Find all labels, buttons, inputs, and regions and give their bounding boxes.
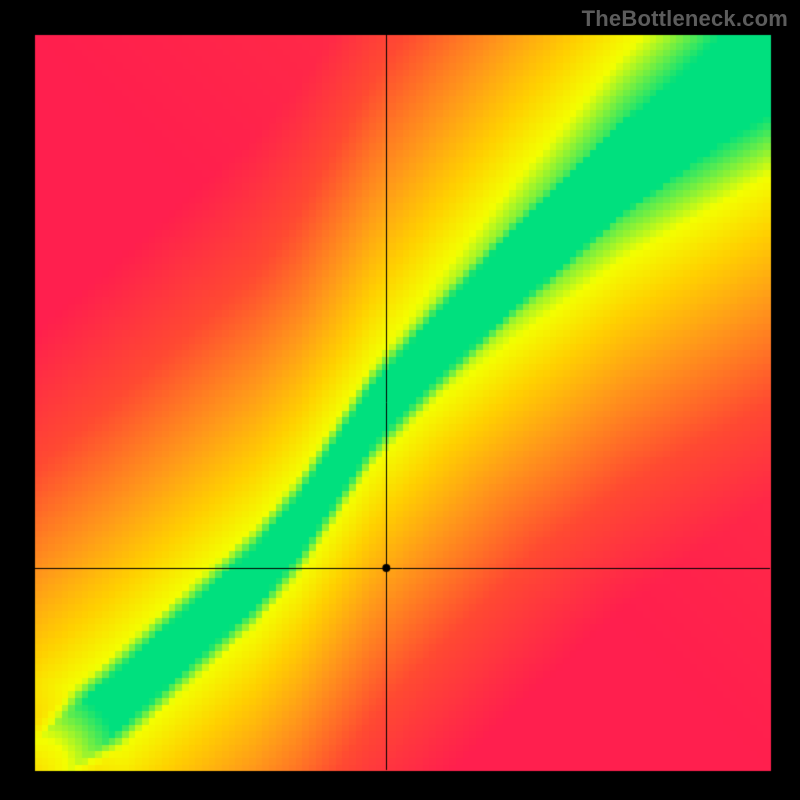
bottleneck-heatmap	[0, 0, 800, 800]
chart-container: TheBottleneck.com	[0, 0, 800, 800]
watermark-text: TheBottleneck.com	[582, 6, 788, 32]
